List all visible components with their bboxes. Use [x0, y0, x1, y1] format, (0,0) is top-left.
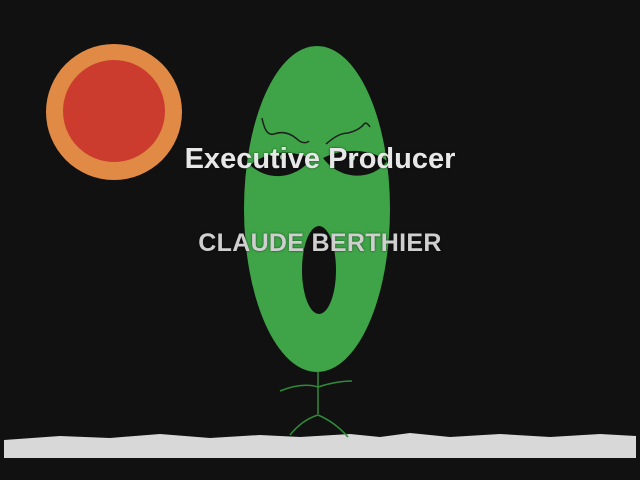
creature-arms [279, 380, 353, 392]
credit-person-name: CLAUDE BERTHIER [198, 229, 442, 257]
sun-core [63, 60, 165, 162]
creature-right-eye [323, 150, 387, 176]
creature-mouth [302, 226, 336, 314]
creature-left-eyebrow [261, 117, 310, 144]
creature-right-eyebrow [325, 122, 371, 145]
ground-strip [4, 433, 636, 458]
creature-legs [289, 414, 349, 438]
creature-left-eye [250, 152, 311, 177]
creature-body [244, 46, 390, 372]
green-oval-creature-icon [244, 46, 390, 438]
credit-role-title: Executive Producer [184, 143, 456, 175]
sun-icon [46, 44, 182, 180]
